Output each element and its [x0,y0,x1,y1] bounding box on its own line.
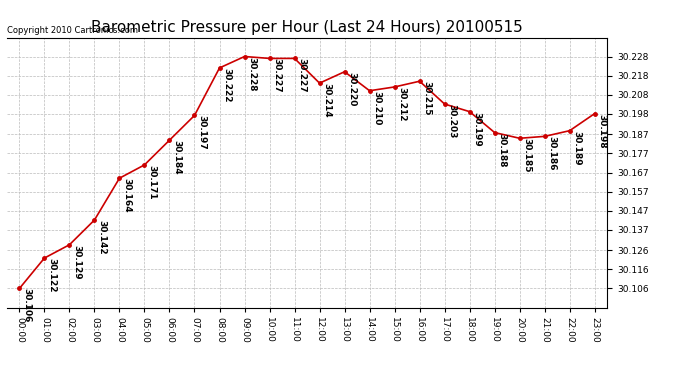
Text: 30.186: 30.186 [547,136,556,171]
Text: 30.199: 30.199 [473,112,482,146]
Text: 30.189: 30.189 [573,130,582,165]
Text: 30.142: 30.142 [97,220,106,255]
Text: 30.210: 30.210 [373,91,382,125]
Text: 30.164: 30.164 [122,178,131,213]
Text: Copyright 2010 Cartronics.com: Copyright 2010 Cartronics.com [7,26,138,35]
Text: 30.106: 30.106 [22,288,31,323]
Text: 30.215: 30.215 [422,81,431,116]
Text: 30.197: 30.197 [197,116,206,150]
Text: 30.122: 30.122 [47,258,56,292]
Text: 30.227: 30.227 [273,58,282,93]
Text: 30.171: 30.171 [147,165,156,200]
Text: 30.220: 30.220 [347,72,356,106]
Title: Barometric Pressure per Hour (Last 24 Hours) 20100515: Barometric Pressure per Hour (Last 24 Ho… [91,20,523,35]
Text: 30.214: 30.214 [322,83,331,118]
Text: 30.212: 30.212 [397,87,406,122]
Text: 30.185: 30.185 [522,138,531,173]
Text: 30.184: 30.184 [172,140,181,175]
Text: 30.129: 30.129 [72,245,81,279]
Text: 30.188: 30.188 [497,133,506,167]
Text: 30.198: 30.198 [598,114,607,148]
Text: 30.222: 30.222 [222,68,231,102]
Text: 30.203: 30.203 [447,104,456,138]
Text: 30.227: 30.227 [297,58,306,93]
Text: 30.228: 30.228 [247,57,256,91]
